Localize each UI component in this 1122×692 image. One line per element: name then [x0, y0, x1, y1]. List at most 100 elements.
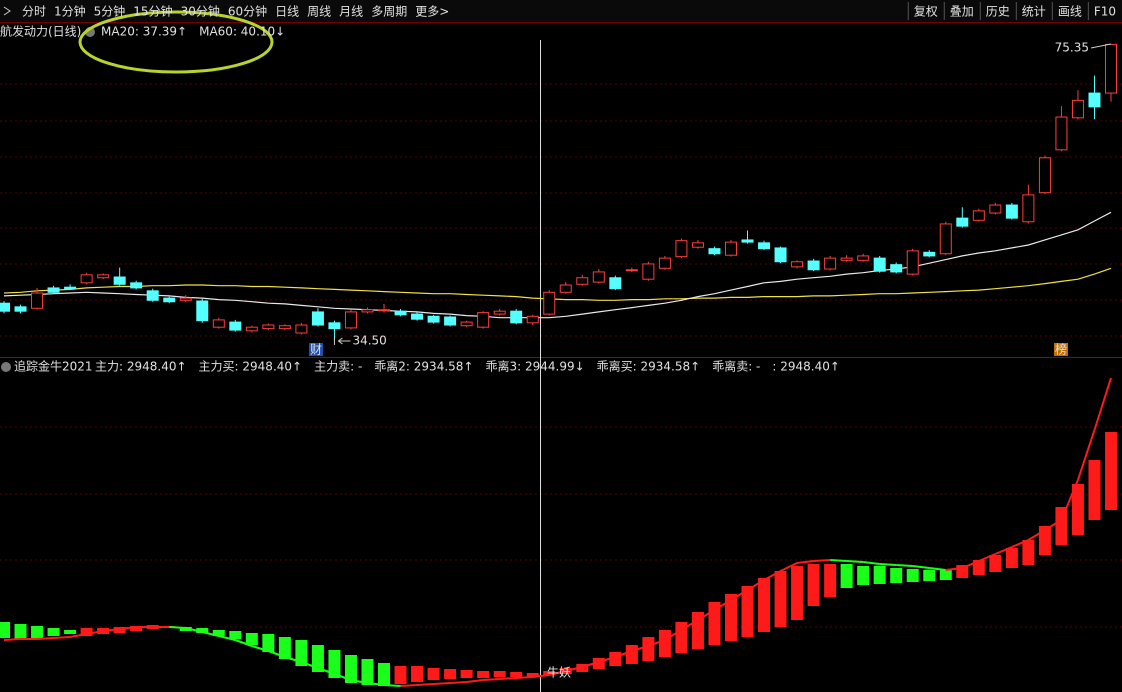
indicator-label: 主力买: 2948.40↑ — [199, 360, 303, 374]
indicator-label: 乖离2: 2934.58↑ — [374, 359, 473, 374]
candle-body — [939, 223, 952, 255]
signal-bar — [229, 631, 242, 639]
period-button[interactable]: 15分钟 — [133, 4, 172, 19]
trend-line-segment — [730, 589, 749, 601]
tool-button[interactable]: 复权 — [914, 5, 938, 19]
candle-body — [807, 260, 820, 271]
trend-line-segment — [796, 560, 814, 564]
signal-bar — [890, 568, 903, 583]
tool-button[interactable]: 画线 — [1058, 5, 1082, 19]
signal-bar — [212, 630, 225, 636]
trend-line-segment — [581, 661, 600, 668]
trend-line-segment — [53, 636, 71, 639]
trend-line-segment — [648, 639, 666, 647]
candle-body — [559, 284, 572, 293]
candle-body — [328, 322, 341, 330]
period-button[interactable]: 周线 — [307, 5, 331, 19]
trend-line-segment — [400, 684, 418, 687]
event-marker[interactable] — [309, 343, 323, 356]
signal-bar — [130, 626, 143, 631]
trend-line-segment — [1044, 519, 1062, 531]
period-button[interactable]: 60分钟 — [228, 4, 267, 19]
indicator-label: MA20: 37.39↑ — [101, 25, 187, 39]
low-label: 34.50 — [352, 334, 386, 348]
indicator-label: 乖离3: 2944.99↓ — [485, 359, 584, 374]
event-marker[interactable] — [1054, 343, 1068, 356]
signal-bar — [80, 628, 93, 636]
trend-line-segment — [565, 666, 583, 672]
candle-body — [278, 325, 291, 330]
candle-body — [510, 310, 523, 324]
trend-line-segment — [350, 679, 368, 684]
trend-line-segment — [780, 562, 798, 572]
period-button[interactable]: 1分钟 — [54, 4, 86, 19]
period-button[interactable]: 30分钟 — [181, 4, 220, 19]
trend-line-segment — [614, 650, 633, 658]
signal-bar — [444, 669, 457, 679]
trend-line-segment — [912, 565, 930, 569]
main-grid — [0, 83, 1122, 628]
signal-bar — [510, 672, 523, 677]
period-button[interactable]: 多周期 — [371, 5, 407, 19]
candle-body — [444, 316, 457, 326]
trend-line-segment — [483, 678, 500, 681]
trend-line-segment — [383, 684, 401, 687]
signal-bar — [807, 564, 820, 606]
event-marker-label: 财 — [310, 343, 322, 357]
trend-line-segment — [763, 570, 782, 581]
signal-bar — [824, 564, 837, 597]
trend-line-segment — [234, 639, 253, 647]
period-button[interactable]: 月线 — [339, 5, 363, 19]
trend-line-segment — [1027, 529, 1046, 541]
candle-body — [163, 297, 176, 303]
trend-line-segment — [103, 628, 120, 632]
tool-button[interactable]: 统计 — [1022, 5, 1046, 19]
toolbar-arrow[interactable] — [3, 6, 11, 16]
signal-bar — [873, 566, 886, 584]
candle-body — [1038, 157, 1051, 194]
signal-bar — [675, 622, 688, 653]
signal-bar — [625, 645, 638, 664]
trend-line-segment — [549, 670, 566, 676]
period-button[interactable]: 5分钟 — [94, 4, 126, 19]
period-button[interactable]: 更多> — [415, 5, 449, 19]
candle-body — [394, 310, 407, 316]
period-button[interactable]: 分时 — [22, 5, 46, 19]
trend-line-segment — [284, 656, 302, 663]
candle-body — [691, 242, 704, 248]
candle-body — [592, 271, 605, 283]
trend-line-segment — [1060, 479, 1079, 521]
signal-bar — [477, 671, 490, 678]
trend-line-segment — [929, 567, 946, 571]
candle-body — [1105, 43, 1117, 94]
trend-line-segment — [202, 631, 220, 637]
candle-body — [526, 315, 539, 324]
tool-button[interactable]: 叠加 — [950, 5, 974, 19]
trend-line-segment — [863, 561, 880, 565]
period-button[interactable]: 日线 — [275, 5, 299, 19]
tool-button[interactable]: F10 — [1094, 5, 1116, 19]
trend-line-segment — [3, 638, 21, 641]
signal-bar — [1088, 460, 1101, 520]
candle-body — [179, 297, 192, 301]
high-label: 75.35 — [1055, 41, 1089, 55]
candle-body — [31, 292, 44, 309]
settings-icon[interactable] — [1, 362, 11, 372]
candle-body — [989, 204, 1002, 214]
trend-line-segment — [532, 674, 550, 678]
signal-bar — [0, 622, 10, 638]
trend-line-segment — [69, 633, 87, 638]
candle-body — [411, 313, 424, 320]
signal-bar — [526, 673, 539, 677]
candle-body — [857, 255, 870, 261]
candle-body — [493, 310, 506, 315]
trend-line-segment — [86, 630, 104, 635]
trend-line-segment — [1077, 429, 1096, 481]
tool-button[interactable]: 历史 — [986, 5, 1010, 19]
signal-bar — [295, 640, 308, 666]
trend-line-segment — [169, 626, 186, 629]
signal-bar — [64, 630, 77, 634]
signal-bar — [427, 668, 440, 680]
